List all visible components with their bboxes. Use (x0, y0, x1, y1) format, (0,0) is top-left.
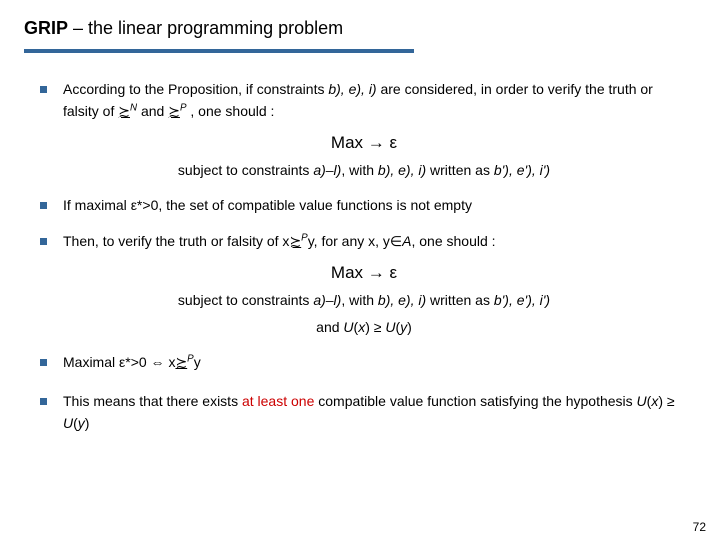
t: b), e), i) (378, 292, 426, 308)
max-line-1: Max → ε (40, 130, 688, 156)
subject-line-2: subject to constraints a)–l), with b), e… (40, 290, 688, 311)
t: This means that there exists (63, 393, 242, 409)
subject-line-1: subject to constraints a)–l), with b), e… (40, 160, 688, 181)
t: ) ≥ (365, 319, 385, 335)
t: y, for any x, y∈ (308, 233, 402, 249)
t: Then, to verify the truth or falsity of … (63, 233, 289, 249)
max-line-2: Max → ε (40, 260, 688, 286)
square-bullet-icon (40, 359, 47, 366)
t: , with (341, 292, 378, 308)
t: U (385, 319, 395, 335)
page-number: 72 (693, 520, 706, 534)
t: and (137, 103, 168, 119)
t: Maximal ε*>0 ⇔ x (63, 354, 175, 370)
t: U (343, 319, 353, 335)
t: ) (407, 319, 412, 335)
t: ≿ (289, 233, 301, 249)
t: written as (426, 292, 494, 308)
t: N (130, 102, 137, 113)
t: U (637, 393, 647, 409)
t: According to the Proposition, if constra… (63, 81, 328, 97)
content-area: According to the Proposition, if constra… (0, 53, 720, 435)
t: If maximal (63, 197, 131, 213)
title-bold: GRIP (24, 18, 68, 38)
t: ) ≥ (658, 393, 674, 409)
square-bullet-icon (40, 238, 47, 245)
bullet-2: If maximal ε*>0, the set of compatible v… (40, 195, 688, 217)
t: b'), e'), i') (494, 162, 550, 178)
t: ε* (131, 197, 143, 213)
bullet-4-text: Maximal ε*>0 ⇔ x≿Py (63, 352, 688, 374)
t: written as (426, 162, 494, 178)
t: ≿ (175, 354, 187, 370)
t: >0, the set of compatible value function… (142, 197, 472, 213)
t: a)–l) (313, 162, 341, 178)
square-bullet-icon (40, 202, 47, 209)
bullet-2-text: If maximal ε*>0, the set of compatible v… (63, 195, 688, 217)
highlight-text: at least one (242, 393, 314, 409)
t: U (63, 415, 73, 431)
t: y (194, 354, 201, 370)
bullet-5: This means that there exists at least on… (40, 391, 688, 434)
t: subject to constraints (178, 292, 313, 308)
t: ≿ (168, 103, 180, 119)
bullet-1: According to the Proposition, if constra… (40, 79, 688, 122)
t: and (316, 319, 343, 335)
bullet-5-text: This means that there exists at least on… (63, 391, 688, 434)
t: , one should : (411, 233, 495, 249)
t: b'), e'), i') (494, 292, 550, 308)
and-line: and U(x) ≥ U(y) (40, 317, 688, 338)
bullet-3: Then, to verify the truth or falsity of … (40, 231, 688, 253)
t: b), e), i) (378, 162, 426, 178)
square-bullet-icon (40, 398, 47, 405)
t: , one should : (186, 103, 274, 119)
bullet-3-text: Then, to verify the truth or falsity of … (63, 231, 688, 253)
t: b), e), i) (328, 81, 376, 97)
t: ≿ (118, 103, 130, 119)
title-rest: – the linear programming problem (68, 18, 343, 38)
bullet-4: Maximal ε*>0 ⇔ x≿Py (40, 352, 688, 374)
bullet-1-text: According to the Proposition, if constra… (63, 79, 688, 122)
t: subject to constraints (178, 162, 313, 178)
t: a)–l) (313, 292, 341, 308)
t: ) (85, 415, 90, 431)
slide-title: GRIP – the linear programming problem (0, 0, 720, 45)
t: y (78, 415, 85, 431)
square-bullet-icon (40, 86, 47, 93)
t: compatible value function satisfying the… (314, 393, 636, 409)
t: , with (341, 162, 378, 178)
